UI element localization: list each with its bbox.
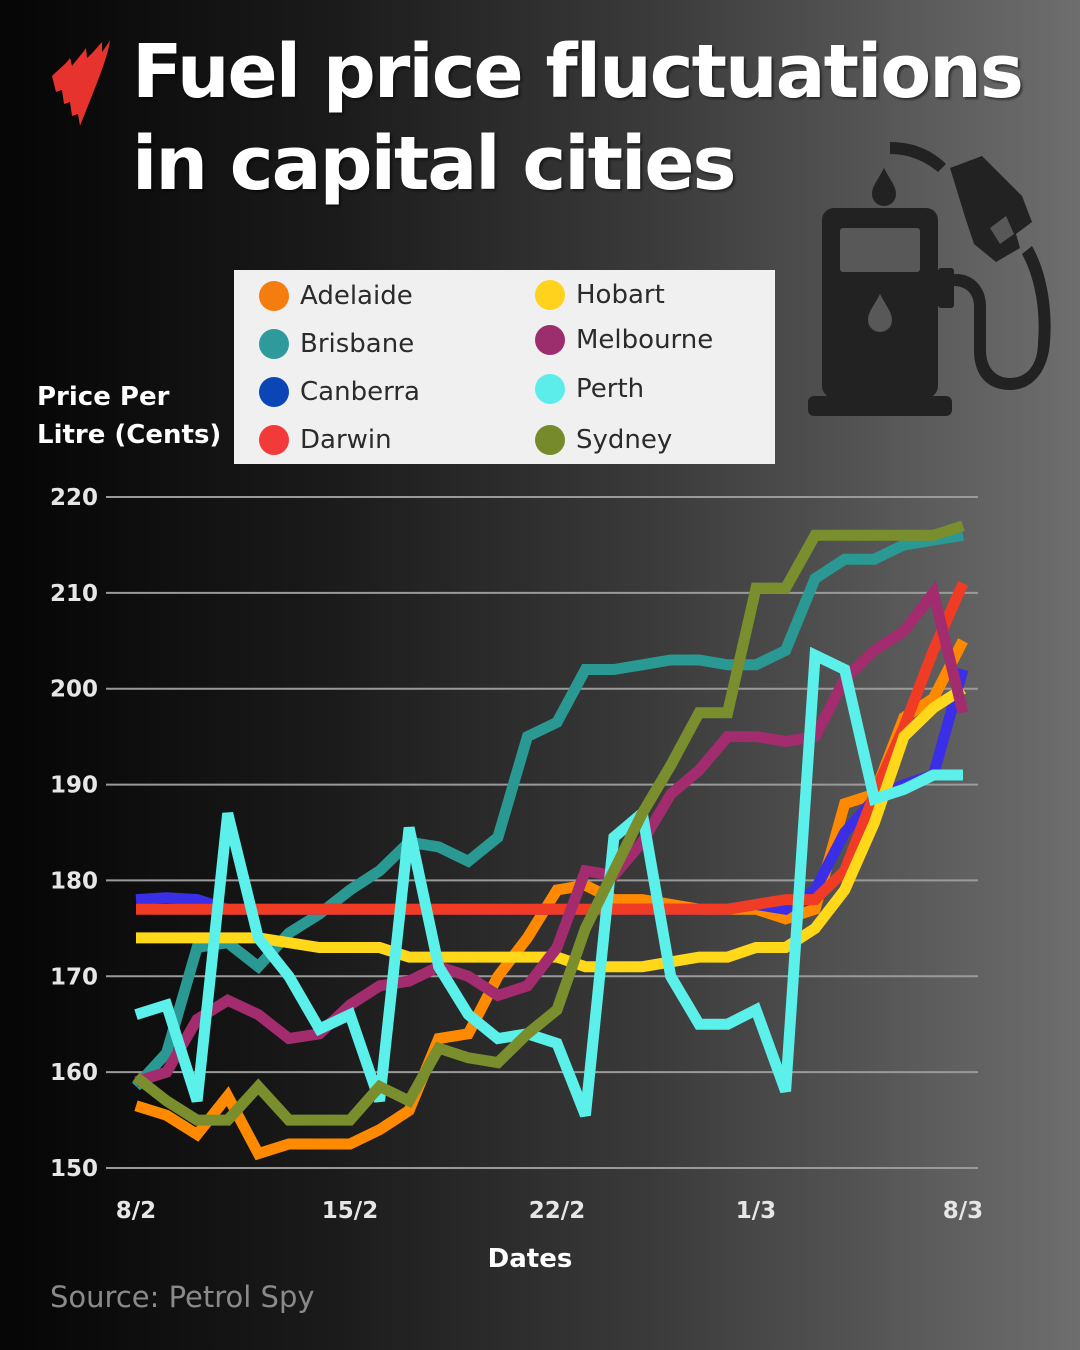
y-tick-label: 190 [50, 773, 98, 799]
legend-item-perth: Perth [535, 369, 644, 409]
series-line-perth [134, 646, 963, 1118]
legend-label: Adelaide [300, 281, 413, 311]
y-axis-title-line-1: Price Per [37, 382, 170, 412]
legend-dot-icon [535, 374, 565, 404]
y-tick-label: 210 [50, 581, 98, 607]
title-line-1: Fuel price fluctuations [132, 29, 1024, 115]
series-line-melbourne [134, 580, 969, 1087]
legend-label: Brisbane [300, 329, 415, 359]
legend-label: Darwin [300, 425, 392, 455]
legend-item-sydney: Sydney [535, 420, 672, 460]
legend-item-canberra: Canberra [259, 372, 420, 412]
x-axis-title: Dates [487, 1244, 573, 1274]
fuel-pump-icon [808, 142, 1051, 416]
legend-label: Perth [576, 374, 645, 404]
legend-dot-icon [535, 280, 565, 310]
x-axis-ticks: 8/2 15/2 22/2 1/3 8/3 [116, 1198, 983, 1224]
y-tick-label: 160 [50, 1060, 98, 1086]
y-tick-label: 220 [50, 485, 98, 511]
legend-dot-icon [259, 329, 289, 359]
x-tick-label: 15/2 [322, 1198, 378, 1224]
y-axis-ticks: 150 160 170 180 190 200 210 220 [50, 485, 98, 1182]
legend-dot-icon [259, 425, 289, 455]
chart-legend: Adelaide Brisbane Canberra Darwin Hobart… [234, 270, 775, 464]
y-axis-title: Price Per Litre (Cents) [37, 378, 221, 454]
x-tick-label: 1/3 [736, 1198, 776, 1224]
x-tick-label: 22/2 [529, 1198, 585, 1224]
y-tick-label: 180 [50, 868, 98, 894]
legend-dot-icon [259, 281, 289, 311]
y-axis-title-line-2: Litre (Cents) [37, 420, 222, 450]
page-title: Fuel price fluctuations in capital citie… [132, 26, 1024, 210]
series-line-hobart [136, 684, 966, 973]
y-tick-label: 200 [50, 677, 98, 703]
legend-label: Sydney [576, 425, 673, 455]
y-tick-label: 170 [50, 964, 98, 990]
legend-item-hobart: Hobart [535, 275, 665, 315]
series-line-sydney [132, 520, 965, 1126]
legend-item-melbourne: Melbourne [535, 320, 713, 360]
legend-label: Hobart [576, 280, 665, 310]
legend-label: Canberra [300, 377, 420, 407]
legend-item-darwin: Darwin [259, 420, 392, 460]
sbs-logo-icon [52, 40, 110, 126]
source-credit: Source: Petrol Spy [50, 1280, 315, 1314]
y-tick-label: 150 [50, 1156, 98, 1182]
x-tick-label: 8/3 [943, 1198, 983, 1224]
legend-item-adelaide: Adelaide [259, 276, 413, 316]
legend-dot-icon [535, 425, 565, 455]
legend-dot-icon [535, 325, 565, 355]
x-tick-label: 8/2 [116, 1198, 156, 1224]
chart-series-lines [131, 520, 969, 1161]
title-line-2: in capital cities [132, 121, 737, 207]
series-line-darwin [136, 581, 969, 915]
legend-item-brisbane: Brisbane [259, 324, 414, 364]
legend-dot-icon [259, 377, 289, 407]
chart-gridlines [106, 496, 978, 1169]
legend-label: Melbourne [576, 325, 714, 355]
